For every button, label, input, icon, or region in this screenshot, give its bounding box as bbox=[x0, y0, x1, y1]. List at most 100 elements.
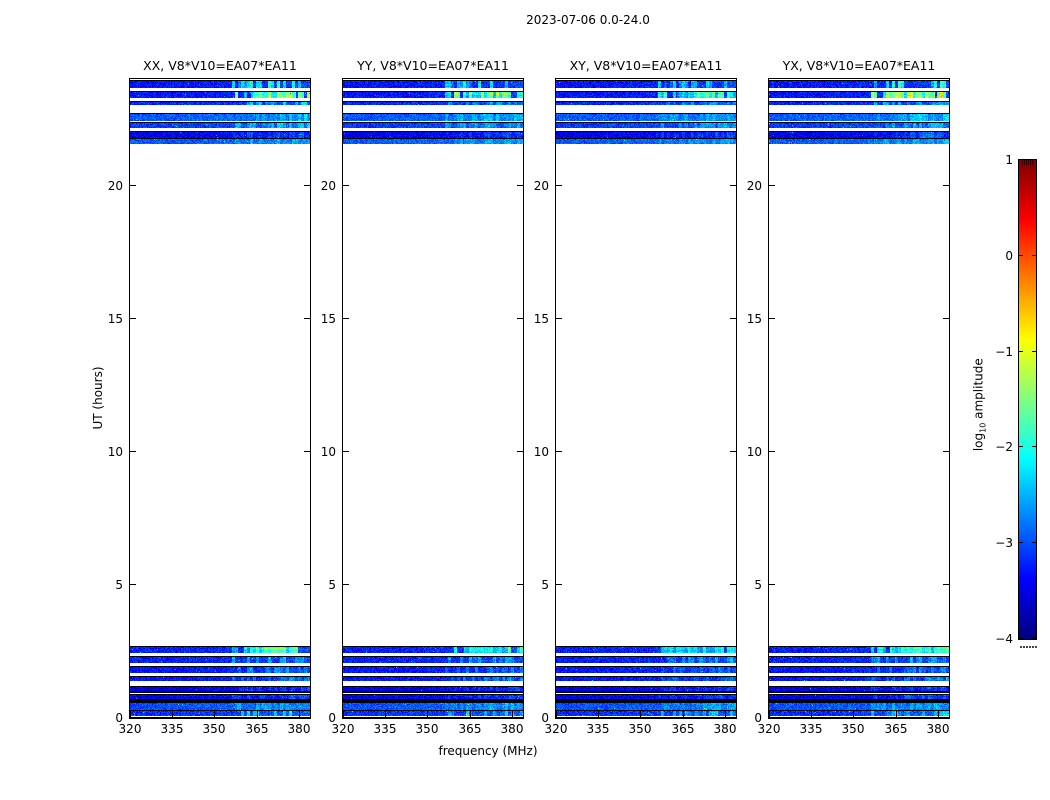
spectrogram-canvas-xx bbox=[130, 79, 310, 718]
x-tick-label: 380 bbox=[287, 722, 311, 736]
y-tick-right bbox=[517, 717, 523, 718]
colorbar-underflow-dot bbox=[1023, 646, 1025, 648]
y-tick-label: 10 bbox=[107, 444, 123, 459]
colorbar-tick-right bbox=[1032, 159, 1036, 160]
y-tick-right bbox=[517, 317, 523, 319]
x-tick-label: 320 bbox=[544, 722, 568, 736]
colorbar-tick-left bbox=[1019, 542, 1023, 543]
y-tick-right bbox=[304, 184, 310, 186]
x-tick-bottom bbox=[172, 711, 173, 718]
y-tick-label: 20 bbox=[746, 178, 762, 193]
y-tick-left bbox=[343, 717, 349, 718]
y-tick-left bbox=[556, 717, 562, 718]
y-tick-right bbox=[943, 450, 949, 452]
colorbar-tick-label: −4 bbox=[995, 632, 1013, 646]
colorbar-tick-right bbox=[1032, 638, 1036, 639]
panel-title-xy: XY, V8*V10=EA07*EA11 bbox=[569, 58, 723, 73]
y-tick-label: 0 bbox=[115, 711, 123, 725]
colorbar-underflow-dot bbox=[1035, 646, 1037, 648]
x-tick-label: 335 bbox=[160, 722, 184, 736]
y-tick-right bbox=[730, 184, 736, 186]
y-tick-left bbox=[769, 184, 775, 186]
x-tick-label: 365 bbox=[245, 722, 269, 736]
y-tick-label: 5 bbox=[754, 577, 762, 592]
y-tick-right bbox=[943, 717, 949, 718]
colorbar-label-post: amplitude bbox=[971, 358, 986, 423]
x-tick-bottom bbox=[769, 711, 770, 718]
y-tick-label: 10 bbox=[533, 444, 549, 459]
y-tick-right bbox=[304, 717, 310, 718]
panel-title-xx: XX, V8*V10=EA07*EA11 bbox=[143, 58, 297, 73]
colorbar-tick-right bbox=[1032, 542, 1036, 543]
y-tick-left bbox=[343, 450, 349, 452]
figure-title: 2023-07-06 0.0-24.0 bbox=[526, 13, 650, 27]
y-tick-left bbox=[130, 717, 136, 718]
y-tick-left bbox=[556, 317, 562, 319]
y-tick-left bbox=[130, 184, 136, 186]
x-tick-bottom bbox=[725, 711, 726, 718]
y-tick-right bbox=[943, 317, 949, 319]
spectrogram-canvas-xy bbox=[556, 79, 736, 718]
y-tick-left bbox=[343, 184, 349, 186]
x-tick-bottom bbox=[556, 711, 557, 718]
x-tick-label: 365 bbox=[884, 722, 908, 736]
y-tick-right bbox=[943, 184, 949, 186]
colorbar-tick-label: −2 bbox=[995, 440, 1013, 454]
y-tick-right bbox=[517, 583, 523, 585]
colorbar-tick-label: 0 bbox=[1005, 249, 1013, 263]
y-tick-left bbox=[130, 317, 136, 319]
colorbar-tick-label: −1 bbox=[995, 345, 1013, 359]
colorbar-tick-left bbox=[1019, 351, 1023, 352]
panel-title-yx: YX, V8*V10=EA07*EA11 bbox=[782, 58, 936, 73]
y-tick-left bbox=[556, 450, 562, 452]
y-tick-left bbox=[343, 583, 349, 585]
y-tick-label: 0 bbox=[328, 711, 336, 725]
y-tick-label: 0 bbox=[541, 711, 549, 725]
colorbar-tick-left bbox=[1019, 159, 1023, 160]
x-tick-label: 335 bbox=[799, 722, 823, 736]
x-tick-label: 380 bbox=[713, 722, 737, 736]
x-tick-bottom bbox=[427, 711, 428, 718]
colorbar-underflow-dot bbox=[1026, 646, 1028, 648]
x-tick-bottom bbox=[896, 711, 897, 718]
x-tick-bottom bbox=[130, 711, 131, 718]
y-tick-left bbox=[130, 450, 136, 452]
x-tick-label: 350 bbox=[415, 722, 439, 736]
x-tick-bottom bbox=[299, 711, 300, 718]
panel-title-yy: YY, V8*V10=EA07*EA11 bbox=[357, 58, 509, 73]
x-tick-label: 350 bbox=[628, 722, 652, 736]
x-tick-bottom bbox=[385, 711, 386, 718]
y-axis-label: UT (hours) bbox=[91, 366, 105, 430]
x-tick-bottom bbox=[938, 711, 939, 718]
colorbar-tick-left bbox=[1019, 638, 1023, 639]
x-tick-bottom bbox=[853, 711, 854, 718]
colorbar-underflow-dot bbox=[1029, 646, 1031, 648]
y-tick-label: 15 bbox=[746, 311, 762, 326]
y-tick-label: 5 bbox=[328, 577, 336, 592]
y-tick-right bbox=[730, 317, 736, 319]
x-tick-bottom bbox=[257, 711, 258, 718]
colorbar-label-sub: 10 bbox=[978, 422, 988, 433]
colorbar-tick-left bbox=[1019, 446, 1023, 447]
x-tick-label: 380 bbox=[926, 722, 950, 736]
x-tick-bottom bbox=[640, 711, 641, 718]
y-tick-left bbox=[130, 583, 136, 585]
y-tick-label: 10 bbox=[320, 444, 336, 459]
y-tick-left bbox=[556, 583, 562, 585]
x-tick-label: 365 bbox=[458, 722, 482, 736]
x-tick-label: 335 bbox=[373, 722, 397, 736]
y-tick-label: 15 bbox=[320, 311, 336, 326]
y-tick-right bbox=[730, 583, 736, 585]
y-tick-right bbox=[304, 450, 310, 452]
y-tick-left bbox=[769, 583, 775, 585]
y-tick-right bbox=[730, 717, 736, 718]
colorbar-tick-label: 1 bbox=[1005, 153, 1013, 167]
y-tick-label: 5 bbox=[541, 577, 549, 592]
x-tick-label: 380 bbox=[500, 722, 524, 736]
x-tick-bottom bbox=[214, 711, 215, 718]
y-tick-label: 0 bbox=[754, 711, 762, 725]
x-tick-bottom bbox=[470, 711, 471, 718]
y-tick-label: 15 bbox=[533, 311, 549, 326]
x-axis-label: frequency (MHz) bbox=[438, 744, 538, 758]
